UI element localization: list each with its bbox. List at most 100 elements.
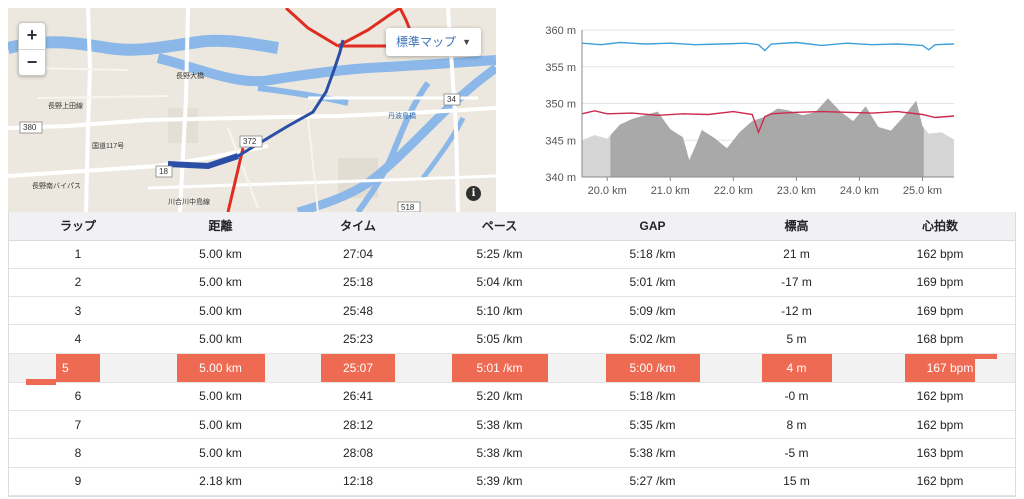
cell-heart-rate: 162 bpm	[864, 467, 1016, 497]
table-row[interactable]: 2 5.00 km 25:18 5:04 /km 5:01 /km -17 m …	[8, 268, 1016, 298]
elevation-area-selected	[610, 98, 924, 177]
road	[147, 174, 496, 190]
x-tick-label: 24.0 km	[840, 185, 879, 197]
x-tick-label: 23.0 km	[777, 185, 816, 197]
highlighted-road	[284, 8, 339, 48]
cell-pace: 5:04 /km	[423, 268, 576, 298]
cell-heart-rate: 167 bpm	[864, 353, 1016, 383]
cell-lap: 6	[8, 382, 148, 411]
route-shield	[397, 201, 421, 212]
cell-elevation: 5 m	[729, 324, 864, 354]
cell-gap: 5:18 /km	[576, 240, 729, 269]
elevation-chart-svg[interactable]: 360 m 355 m 350 m 345 m 340 m 20.0 km 21.0 km 2…	[530, 20, 960, 200]
road-label: 国道117号	[92, 141, 124, 150]
table-frame	[1015, 212, 1016, 497]
cell-gap: 5:35 /km	[576, 410, 729, 440]
x-tick-label: 20.0 km	[588, 185, 627, 197]
table-row[interactable]: 3 5.00 km 25:48 5:10 /km 5:09 /km -12 m …	[8, 296, 1016, 326]
cell-pace: 5:38 /km	[423, 410, 576, 440]
cell-distance: 5.00 km	[148, 296, 293, 326]
road-label: 380	[23, 123, 37, 132]
table-row[interactable]: 9 2.18 km 12:18 5:39 /km 5:27 /km 15 m 1…	[8, 467, 1016, 497]
cell-time: 12:18	[293, 467, 423, 497]
cell-gap: 5:00 /km	[576, 353, 729, 383]
selected-distance-value: 5.00 km	[176, 353, 265, 382]
cell-elevation: 4 m	[729, 353, 864, 383]
cell-time: 25:07	[293, 353, 423, 383]
cell-time: 25:23	[293, 324, 423, 354]
cell-pace: 5:20 /km	[423, 382, 576, 411]
cell-distance: 5.00 km	[148, 324, 293, 354]
column-header-gap[interactable]: GAP	[576, 212, 729, 241]
cell-time: 26:41	[293, 382, 423, 411]
cell-pace: 5:10 /km	[423, 296, 576, 326]
zoom-in-button[interactable]: +	[26, 25, 38, 45]
cell-distance: 5.00 km	[148, 410, 293, 440]
river	[420, 116, 466, 180]
column-header-pace[interactable]: ペース	[423, 212, 576, 241]
selected-elevation-value: 4 m	[761, 353, 832, 382]
cell-gap: 5:18 /km	[576, 382, 729, 411]
road-label: 518	[401, 203, 415, 212]
column-header-time[interactable]: タイム	[293, 212, 423, 241]
zoom-out-button[interactable]: −	[19, 49, 45, 75]
y-tick-label: 355 m	[545, 62, 576, 74]
cell-elevation: 15 m	[729, 467, 864, 497]
selected-time-value: 25:07	[321, 353, 395, 382]
road-label: 川合川中島線	[168, 197, 210, 206]
table-row[interactable]: 8 5.00 km 28:08 5:38 /km 5:38 /km -5 m 1…	[8, 438, 1016, 468]
road-label: 長野南バイパス	[32, 181, 81, 190]
cell-lap: 4	[8, 324, 148, 354]
column-header-distance[interactable]: 距離	[148, 212, 293, 241]
road-label: 長野大橋	[176, 71, 204, 80]
table-row[interactable]: 4 5.00 km 25:23 5:05 /km 5:02 /km 5 m 16…	[8, 324, 1016, 354]
cell-heart-rate: 169 bpm	[864, 268, 1016, 298]
cell-gap: 5:38 /km	[576, 438, 729, 468]
x-tick-label: 22.0 km	[714, 185, 753, 197]
cell-pace: 5:38 /km	[423, 438, 576, 468]
table-row[interactable]: 6 5.00 km 26:41 5:20 /km 5:18 /km -0 m 1…	[8, 382, 1016, 411]
cell-elevation: 8 m	[729, 410, 864, 440]
river	[8, 34, 279, 56]
route-shield	[19, 121, 43, 134]
road	[27, 67, 319, 212]
road	[178, 8, 190, 212]
map-type-dropdown[interactable]: 標準マップ ▼	[386, 28, 481, 56]
column-header-elevation[interactable]: 標高	[729, 212, 864, 241]
table-row[interactable]: 1 5.00 km 27:04 5:25 /km 5:18 /km 21 m 1…	[8, 240, 1016, 269]
cell-time: 25:48	[293, 296, 423, 326]
table-row[interactable]: 7 5.00 km 28:12 5:38 /km 5:35 /km 8 m 16…	[8, 410, 1016, 440]
cell-gap: 5:27 /km	[576, 467, 729, 497]
cell-distance: 5.00 km	[148, 382, 293, 411]
cell-gap: 5:09 /km	[576, 296, 729, 326]
road-label: 丹波島橋	[388, 111, 416, 120]
zoom-control: + −	[18, 22, 46, 76]
column-header-heart-rate[interactable]: 心拍数	[864, 212, 1016, 241]
cell-pace: 5:25 /km	[423, 240, 576, 269]
elevation-chart[interactable]: 360 m 355 m 350 m 345 m 340 m 20.0 km 21.0 km 2…	[530, 20, 960, 200]
column-header-lap[interactable]: ラップ	[8, 212, 148, 241]
y-tick-label: 350 m	[545, 99, 576, 111]
cell-elevation: -5 m	[729, 438, 864, 468]
y-tick-label: 345 m	[545, 135, 576, 147]
table-row-selected[interactable]: 5 5.00 km 25:07 5:01 /km 5:00 /km 4 m 16…	[8, 353, 1016, 385]
x-tick-label: 21.0 km	[651, 185, 690, 197]
selected-pace-value: 5:01 /km	[451, 353, 548, 382]
cell-lap: 9	[8, 467, 148, 497]
cell-distance: 5.00 km	[148, 438, 293, 468]
cell-pace: 5:01 /km	[423, 353, 576, 383]
cell-lap: 1	[8, 240, 148, 269]
table-bottom-rule	[8, 496, 1016, 497]
cell-gap: 5:01 /km	[576, 268, 729, 298]
cell-distance: 2.18 km	[148, 467, 293, 497]
cell-distance: 5.00 km	[148, 268, 293, 298]
cell-elevation: -0 m	[729, 382, 864, 411]
road-label: 18	[159, 167, 168, 176]
x-tick-label: 25.0 km	[903, 185, 942, 197]
road	[8, 106, 496, 130]
cell-lap: 8	[8, 438, 148, 468]
cell-elevation: -12 m	[729, 296, 864, 326]
route-map[interactable]: 380 18 34 372 518 長野上田線 長野南バイパス 国道117号 川…	[8, 8, 496, 212]
info-icon[interactable]: i	[466, 186, 481, 201]
pace-line	[581, 41, 955, 52]
